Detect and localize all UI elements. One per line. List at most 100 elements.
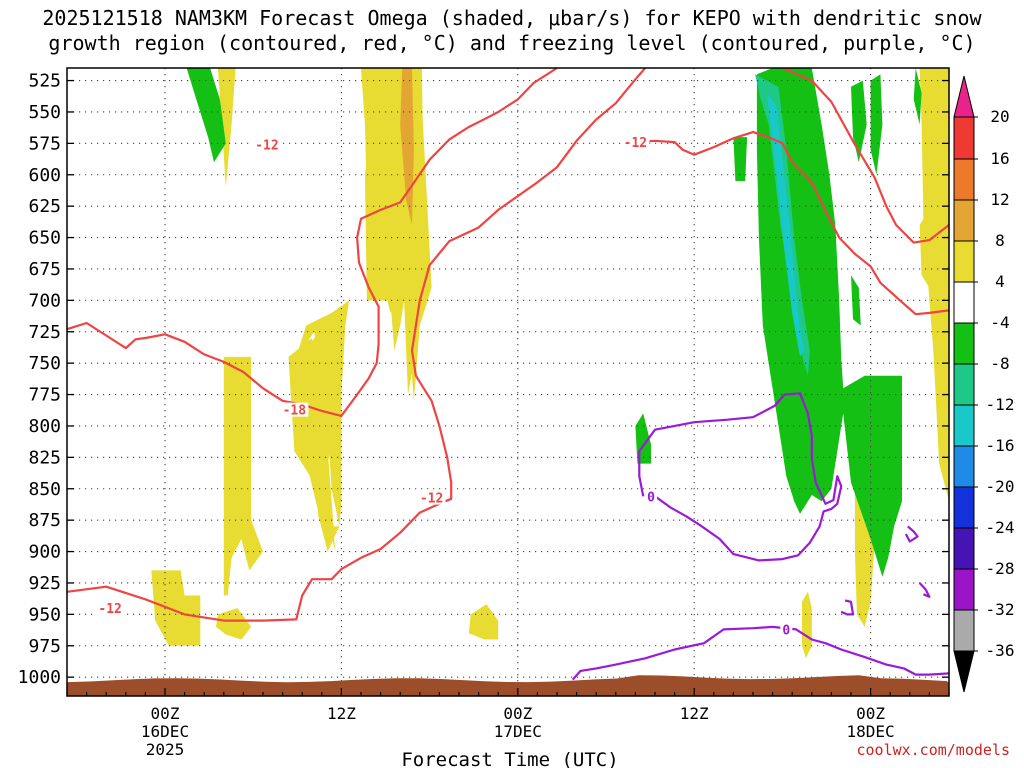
- x-tick-label-18-1: 17DEC: [494, 722, 542, 741]
- contour-label-bg: [780, 622, 793, 637]
- y-tick-label-850: 850: [28, 479, 61, 500]
- y-tick-label-700: 700: [28, 290, 61, 311]
- colorbar-segment-1: [953, 158, 975, 201]
- contour-label-bg: [252, 137, 281, 152]
- y-tick-label-925: 925: [28, 573, 61, 594]
- freezing-contour-2: [904, 525, 919, 543]
- colorbar-label-11: -28: [986, 559, 1015, 578]
- y-tick-label-950: 950: [28, 604, 61, 625]
- plot-area: -12 -18 -12 -12 -12 0 0: [66, 67, 950, 697]
- colorbar-label-8: -16: [986, 436, 1015, 455]
- y-tick-label-900: 900: [28, 542, 61, 563]
- freezing-contour-3: [840, 599, 855, 616]
- colorbar-segment-8: [953, 445, 975, 488]
- x-tick-label-9-0: 12Z: [327, 704, 356, 723]
- omega-region-27: [766, 93, 804, 357]
- colorbar-label-3: 8: [995, 231, 1005, 250]
- omega-region-11: [223, 356, 263, 596]
- x-tick-label-27-0: 12Z: [680, 704, 709, 723]
- omega-region-6: [302, 344, 336, 539]
- colorbar-bottom-arrow: [953, 650, 975, 693]
- y-tick-label-600: 600: [28, 165, 61, 186]
- y-tick-label-1000: 1000: [18, 667, 61, 688]
- colorbar-segment-2: [953, 199, 975, 242]
- y-tick-label-875: 875: [28, 510, 61, 531]
- plot-frame: [66, 67, 950, 697]
- x-tick-label-36-0: 00Z: [856, 704, 885, 723]
- terrain: [67, 675, 949, 696]
- x-tick-label-36-1: 18DEC: [847, 722, 895, 741]
- colorbar-label-1: 16: [990, 149, 1009, 168]
- contour-label-bg: [280, 402, 309, 417]
- y-tick-label-800: 800: [28, 416, 61, 437]
- x-axis-label: Forecast Time (UTC): [401, 749, 618, 768]
- y-tick-label-625: 625: [28, 196, 61, 217]
- colorbar-segment-0: [953, 116, 975, 160]
- contour-label-4: -12: [98, 602, 121, 617]
- colorbar-segment-11: [953, 568, 975, 611]
- omega-region-22: [851, 80, 867, 163]
- colorbar-label-9: -20: [986, 477, 1015, 496]
- colorbar-label-12: -32: [986, 600, 1015, 619]
- omega-region-13: [468, 604, 499, 640]
- contour-label-5: 0: [647, 490, 655, 505]
- freezing-contour-1: [571, 625, 949, 681]
- colorbar-segment-5: [953, 322, 975, 365]
- omega-region-18: [186, 68, 226, 163]
- omega-region-25: [851, 275, 861, 326]
- contour-label-bg: [417, 490, 446, 505]
- y-tick-label-525: 525: [28, 71, 61, 92]
- omega-region-16: [919, 68, 949, 502]
- colorbar-segment-7: [953, 404, 975, 447]
- omega-region-2: [290, 300, 350, 527]
- contour-label-6: 0: [782, 623, 790, 638]
- contour-label-bg: [645, 489, 658, 504]
- colorbar-segment-9: [953, 486, 975, 529]
- y-tick-label-825: 825: [28, 447, 61, 468]
- colorbar-label-13: -36: [986, 641, 1015, 660]
- y-axis: 525 550 575 600 625 650 675 700 725 750 775 800 825 8…: [18, 71, 949, 688]
- omega-region-21: [756, 68, 902, 577]
- freezing-contour-0: [638, 392, 843, 562]
- colorbar-segment-3: [953, 240, 975, 283]
- x-tick-label-0-2: 2025: [146, 740, 185, 759]
- x-tick-label-0-1: 16DEC: [141, 722, 189, 741]
- omega-region-17: [919, 212, 934, 288]
- y-tick-label-575: 575: [28, 133, 61, 154]
- colorbar-top-arrow: [953, 75, 975, 118]
- y-tick-label-975: 975: [28, 636, 61, 657]
- colorbar-label-10: -24: [986, 518, 1015, 537]
- dgz-contour-1: [67, 68, 558, 417]
- contour-label-0: -12: [255, 139, 278, 154]
- omega-region-20: [733, 137, 748, 181]
- colorbar-label-6: -8: [990, 354, 1009, 373]
- omega-region-24: [913, 68, 922, 125]
- chart-title-line2: growth region (contoured, red, °C) and f…: [48, 31, 975, 55]
- contour-label-2: -12: [420, 492, 443, 507]
- colorbar-label-2: 12: [990, 190, 1009, 209]
- x-tick-label-0-0: 00Z: [151, 704, 180, 723]
- colorbar-label-4: 4: [995, 272, 1005, 291]
- dgz-contour-2: [635, 131, 949, 316]
- y-tick-label-725: 725: [28, 322, 61, 343]
- omega-region-0: [217, 68, 236, 188]
- colorbar: 20 16 12 8 4 -4 -8 -12 -16 -20 -24 -28 -32 -36: [953, 75, 1015, 693]
- dgz-contour-3: [781, 68, 949, 244]
- colorbar-label-5: -4: [990, 313, 1009, 332]
- colorbar-segment-4: [953, 281, 975, 324]
- contour-label-bg: [96, 601, 125, 616]
- colorbar-segment-10: [953, 527, 975, 570]
- dgz-contour-0: [67, 68, 647, 622]
- colorbar-segment-12: [953, 609, 975, 652]
- colorbar-label-0: 20: [990, 107, 1009, 126]
- contour-label-1: -18: [283, 404, 307, 419]
- credit-text: coolwx.com/models: [856, 741, 1010, 759]
- chart-title-line1: 2025121518 NAM3KM Forecast Omega (shaded…: [42, 6, 982, 30]
- omega-region-1: [151, 570, 201, 646]
- colorbar-label-7: -12: [986, 395, 1015, 414]
- y-tick-label-550: 550: [28, 102, 61, 123]
- y-tick-label-675: 675: [28, 259, 61, 280]
- omega-region-15: [802, 591, 812, 659]
